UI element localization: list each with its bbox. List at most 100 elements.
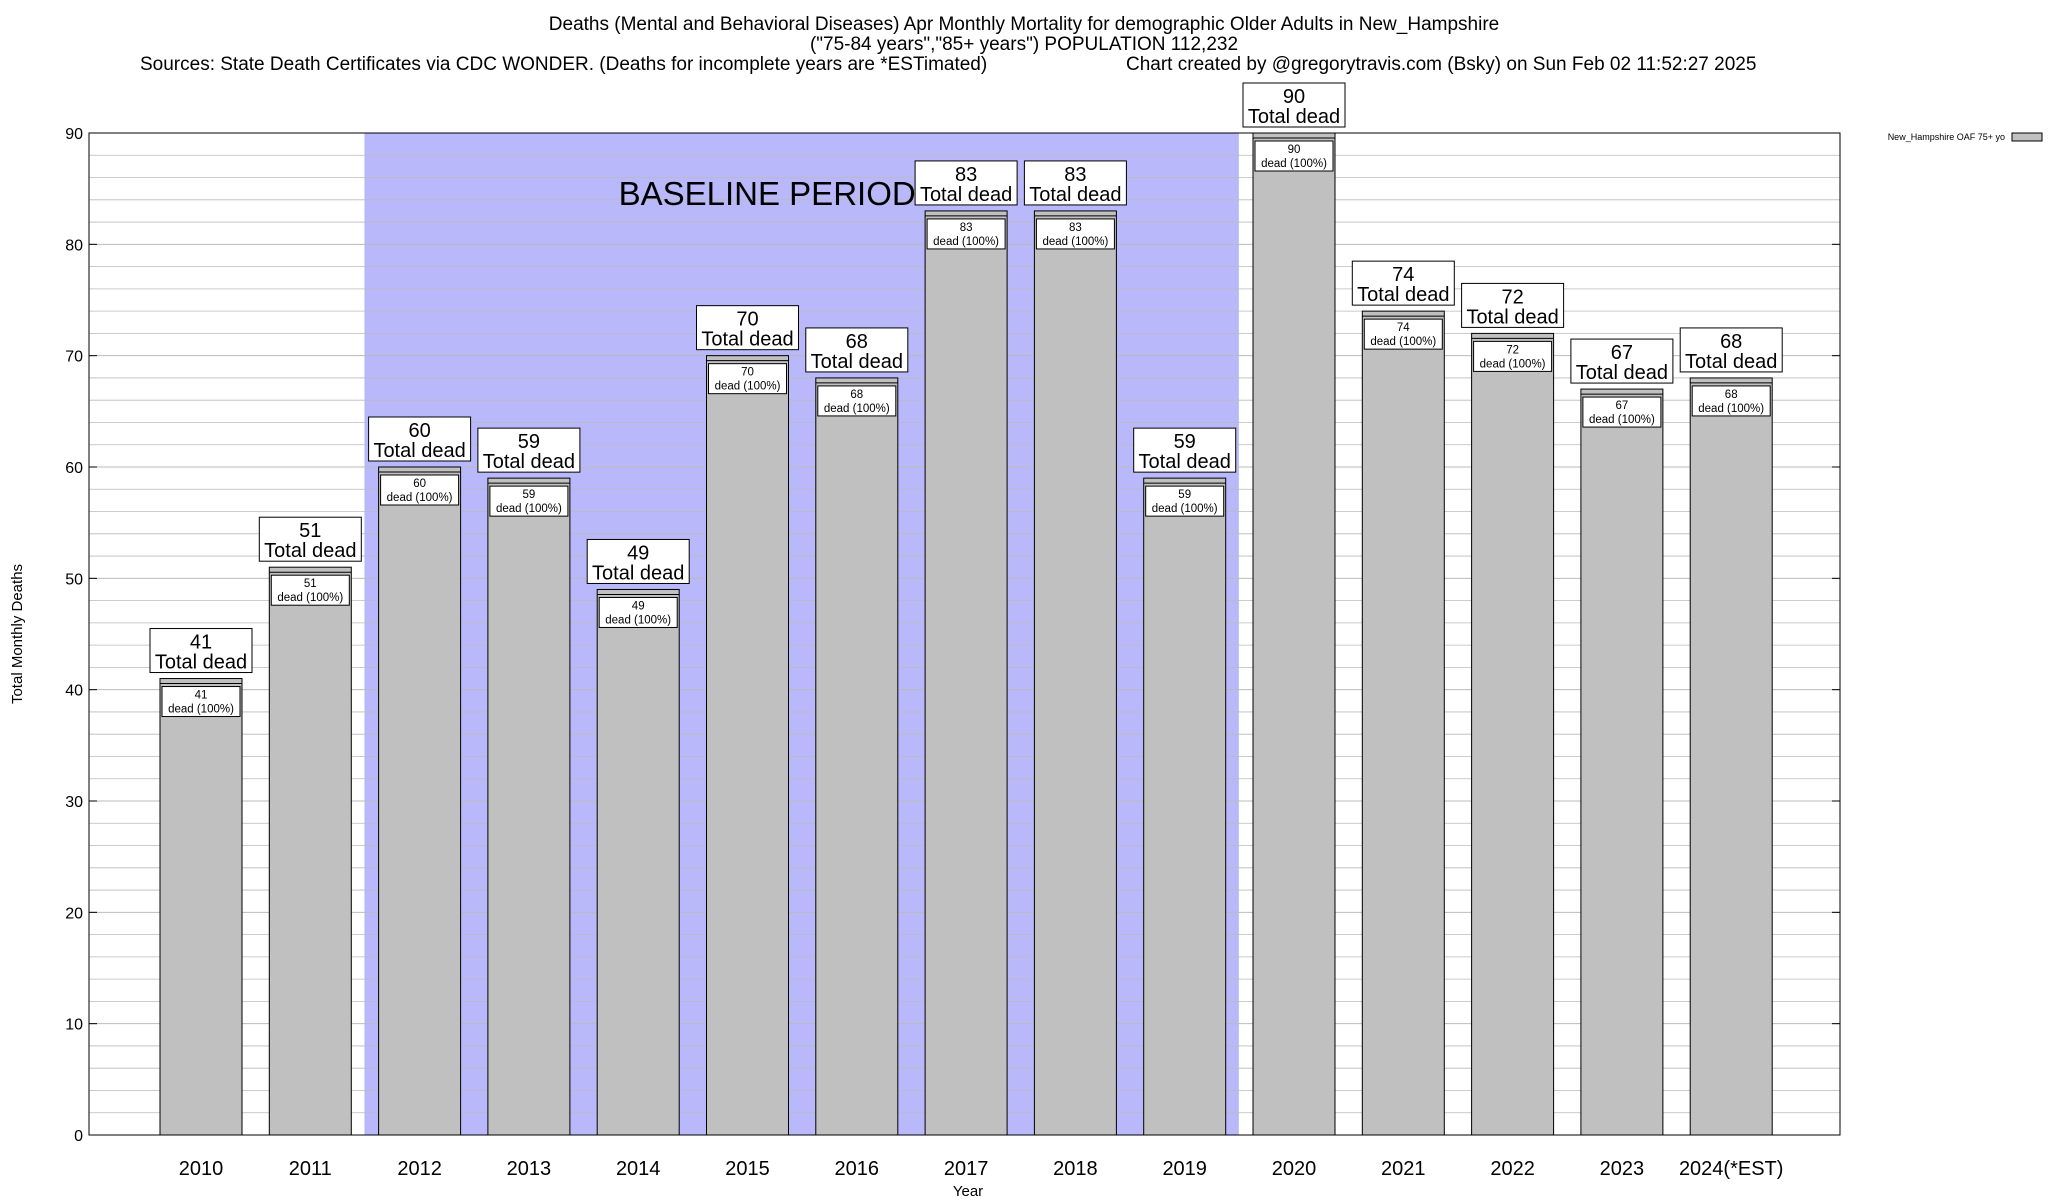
bar-top-label: Total dead	[155, 652, 247, 674]
y-tick-label: 40	[65, 683, 83, 700]
bar-inner-label: dead (100%)	[1370, 336, 1436, 348]
bar-top-label: Total dead	[592, 562, 684, 584]
chart-source-note: Sources: State Death Certificates via CD…	[140, 54, 988, 75]
bar-inner-label: dead (100%)	[824, 403, 890, 415]
x-tick-label: 2021	[1381, 1158, 1426, 1180]
bar-inner-value: 59	[523, 489, 536, 501]
bar-inner-label-box	[1254, 140, 1334, 172]
x-tick-label: 2018	[1053, 1158, 1098, 1180]
y-tick-label: 80	[65, 237, 83, 254]
x-tick-label: 2014	[616, 1158, 661, 1180]
chart-title: Deaths (Mental and Behavioral Diseases) …	[548, 14, 1500, 35]
bar-inner-value: 70	[741, 367, 754, 379]
bar-top-label-box	[368, 416, 472, 462]
bar-top-label: Total dead	[483, 451, 575, 473]
y-tick-label: 70	[65, 349, 83, 366]
bar-inner-value: 72	[1506, 344, 1519, 356]
bar-inner-value: 67	[1616, 400, 1629, 412]
bar-top-label-box	[477, 427, 581, 473]
bar-inner-label: dead (100%)	[1589, 414, 1655, 426]
bar-inner-label: dead (100%)	[1480, 358, 1546, 370]
bar-inner-label-box	[380, 474, 460, 506]
bar-top-label-box	[586, 538, 690, 584]
bar-inner-value: 68	[1725, 389, 1738, 401]
bar-top-label-box	[805, 327, 909, 373]
bar-top-label: Total dead	[1576, 362, 1668, 384]
bar-inner-value: 68	[850, 389, 863, 401]
bar-inner-label-box	[161, 686, 241, 718]
x-tick-label: 2019	[1162, 1158, 1207, 1180]
bar	[1689, 377, 1773, 1136]
x-tick-label: 2022	[1490, 1158, 1535, 1180]
bar-top-value: 83	[1064, 164, 1086, 186]
bar-inner-value: 90	[1288, 144, 1301, 156]
bar-inner-label-box	[926, 218, 1006, 250]
baseline-period-label: BASELINE PERIOD	[619, 175, 916, 212]
bar-top-value: 59	[1174, 431, 1196, 453]
x-tick-label: 2023	[1600, 1158, 1645, 1180]
bar-inner-label: dead (100%)	[168, 704, 234, 716]
bar-top-label: Total dead	[373, 440, 465, 462]
x-tick-label: 2012	[397, 1158, 442, 1180]
x-tick-label: 2016	[835, 1158, 880, 1180]
x-axis-title: Year	[953, 1183, 983, 1200]
bar-top-value: 49	[627, 542, 649, 564]
bar-top-label: Total dead	[1357, 284, 1449, 306]
bar-top-label-box	[149, 628, 253, 674]
bar	[1033, 210, 1117, 1136]
bar-inner-label: dead (100%)	[1261, 158, 1327, 170]
bar-inner-label-box	[1691, 385, 1771, 417]
x-tick-label: 2017	[944, 1158, 989, 1180]
bar-inner-label-box	[817, 385, 897, 417]
bar	[1143, 477, 1227, 1136]
bar-inner-label-box	[1035, 218, 1115, 250]
bar-top-label: Total dead	[701, 329, 793, 351]
x-tick-label: 2011	[289, 1158, 332, 1180]
y-tick-label: 10	[65, 1017, 83, 1034]
bar-inner-value: 41	[195, 690, 208, 702]
bar-top-label: Total dead	[811, 351, 903, 373]
bar	[1252, 132, 1336, 1136]
bar	[1471, 332, 1555, 1136]
x-tick-label: 2010	[179, 1158, 224, 1180]
bar-inner-value: 74	[1397, 322, 1410, 334]
bar-top-label: Total dead	[1248, 106, 1340, 128]
bar	[596, 588, 680, 1136]
bar-top-label-box	[696, 305, 799, 351]
bar-top-label: Total dead	[1466, 306, 1558, 328]
bar-inner-label: dead (100%)	[277, 592, 343, 604]
chart-credit: Chart created by @gregorytravis.com (Bsk…	[1126, 54, 1757, 75]
bar-inner-label: dead (100%)	[1042, 236, 1108, 248]
legend-label: New_Hampshire OAF 75+ yo	[1888, 132, 2005, 142]
chart-subtitle: ("75-84 years","85+ years") POPULATION 1…	[809, 34, 1239, 55]
bar-inner-value: 49	[632, 600, 645, 612]
bar-top-label: Total dead	[1685, 351, 1777, 373]
bar-top-value: 90	[1283, 86, 1305, 108]
bar-inner-label: dead (100%)	[933, 236, 999, 248]
bar-inner-label-box	[1145, 485, 1225, 517]
legend-swatch	[2011, 132, 2043, 142]
bar-inner-value: 83	[960, 222, 973, 234]
bar-inner-label-box	[598, 596, 678, 628]
bar-inner-label: dead (100%)	[1152, 503, 1218, 515]
bar-top-label-box	[1570, 338, 1674, 384]
bar-inner-label-box	[1473, 340, 1553, 372]
bar	[1580, 388, 1664, 1136]
bar-top-value: 67	[1611, 342, 1633, 364]
bar-inner-label-box	[489, 485, 569, 517]
bar-top-value: 83	[955, 164, 977, 186]
bar-top-label: Total dead	[1139, 451, 1231, 473]
bar-top-label: Total dead	[920, 184, 1012, 206]
bar	[706, 355, 789, 1136]
bar-top-label-box	[1351, 260, 1455, 306]
bar-top-label-box	[1679, 327, 1783, 373]
bar-inner-value: 59	[1178, 489, 1191, 501]
bar	[924, 210, 1008, 1136]
bar-top-label-box	[258, 516, 362, 562]
bar-inner-label-box	[1582, 396, 1662, 428]
bar-top-value: 68	[1720, 331, 1742, 353]
bar-inner-label: dead (100%)	[496, 503, 562, 515]
bar-inner-label-box	[708, 363, 787, 395]
bar-inner-value: 83	[1069, 222, 1082, 234]
